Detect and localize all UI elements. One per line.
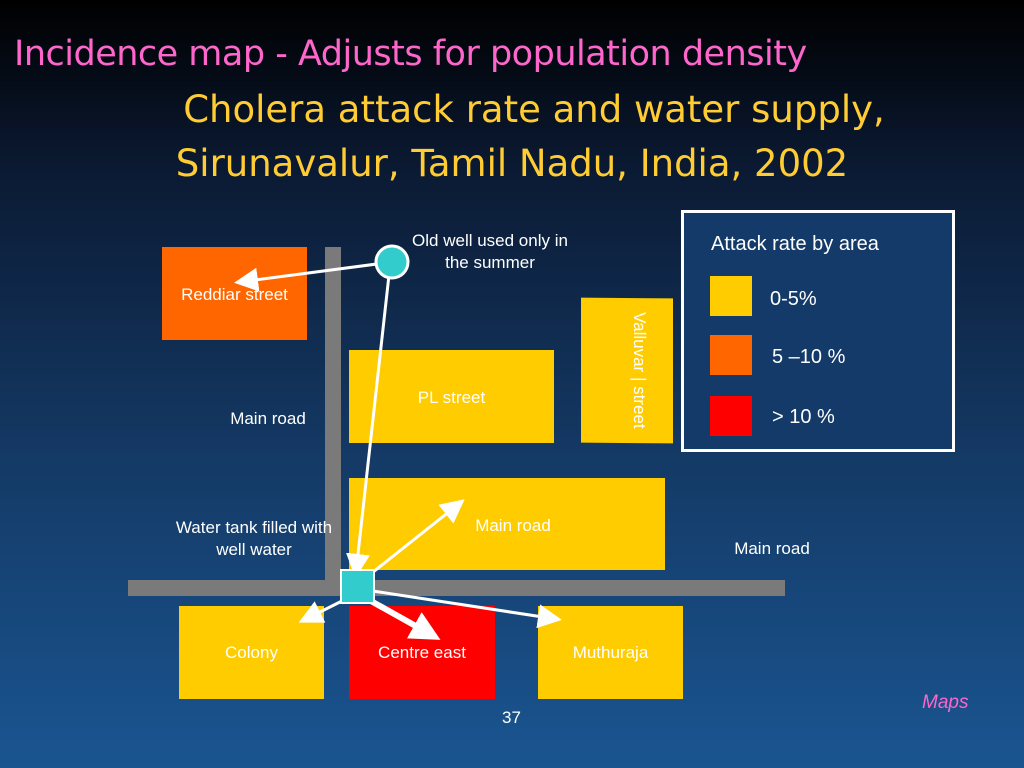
area-reddiar-street: Reddiar street [162, 247, 307, 340]
arrow-tank-to-muthuraja [365, 588, 562, 629]
arrow-well-to-reddiar [234, 260, 393, 292]
area-muthuraja-label: Muthuraja [572, 642, 649, 662]
section-tag: Maps [922, 692, 969, 713]
legend-swatch-high [710, 396, 752, 436]
area-reddiar-label: Reddiar street [181, 285, 288, 304]
horizontal-main-road [128, 580, 785, 596]
old-well-label: Old well used only in the summer [412, 231, 568, 272]
area-muthuraja: Muthuraja [538, 606, 683, 699]
legend-swatch-medium [710, 335, 752, 375]
area-main-road-block: Main road [349, 478, 665, 570]
main-road-left-label: Main road [230, 409, 306, 428]
area-colony-label: Colony [225, 642, 278, 662]
legend-swatch-low [710, 276, 752, 316]
water-tank-label: Water tank filled with well water [175, 518, 333, 559]
legend-box: Attack rate by area 0-5% 5 –10 % > 10 % [681, 210, 955, 452]
old-well-icon [374, 244, 410, 280]
area-pl-label: PL street [417, 388, 486, 407]
area-main-road-label: Main road [475, 516, 551, 535]
area-pl-street: PL street [349, 350, 554, 443]
slide-title-line-2: Sirunavalur, Tamil Nadu, India, 2002 [175, 142, 849, 185]
arrow-well-to-tank [346, 265, 392, 578]
water-tank-icon [340, 569, 375, 604]
legend-label-low: 0-5% [770, 288, 817, 310]
area-centre-east-label: Centre east [378, 642, 466, 662]
section-title: Incidence map - Adjusts for population d… [14, 34, 807, 74]
legend-label-medium: 5 –10 % [772, 346, 846, 368]
page-number: 37 [502, 708, 521, 727]
vertical-main-road [325, 247, 341, 595]
main-road-right-label: Main road [734, 539, 810, 558]
slide-title-line-1: Cholera attack rate and water supply, [183, 88, 885, 131]
legend-label-high: > 10 % [772, 406, 835, 428]
legend-title: Attack rate by area [711, 233, 879, 255]
